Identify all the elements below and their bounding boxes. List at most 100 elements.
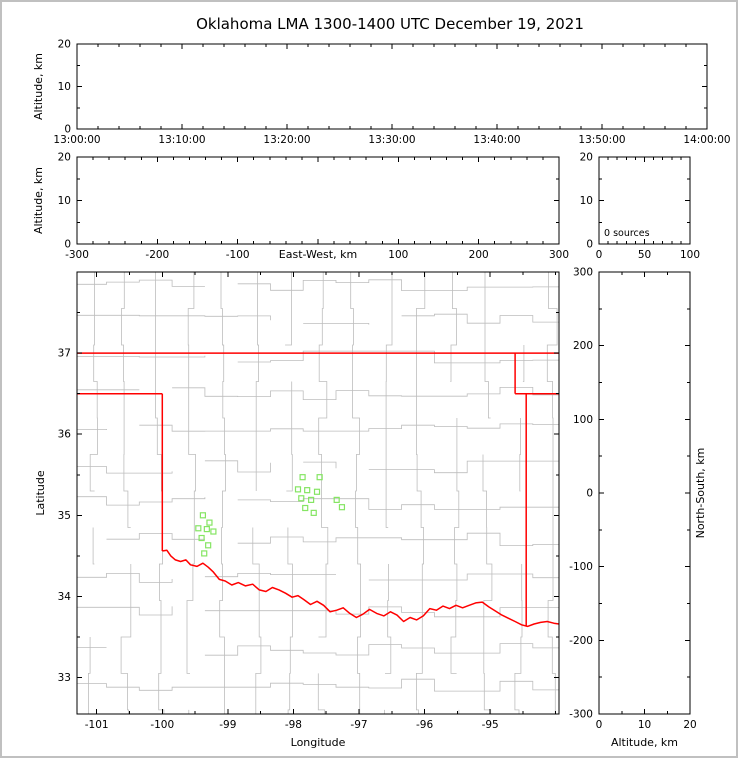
x-tick-label: 0 [596, 249, 603, 261]
county-line [450, 418, 460, 674]
y-tick-label: 0 [586, 488, 593, 500]
county-line [385, 564, 392, 674]
y-tick-label: 200 [573, 340, 593, 352]
y-axis-title: North-South, km [694, 448, 707, 539]
axis-labels: 0 50 100 0 10 20 0 sources [580, 152, 700, 262]
county-line [204, 606, 559, 618]
x-tick-label: -200 [145, 249, 169, 261]
x-tick-label: -97 [350, 719, 367, 731]
county-line [204, 573, 336, 578]
county-line [350, 272, 362, 714]
panel-bg [599, 157, 690, 244]
station-marker [195, 525, 202, 532]
panel-border [598, 156, 691, 245]
panel-ns_height: 0 10 20 -300 -200 -100 0 100 200 300 Altitude, km N… [569, 267, 707, 750]
x-tick-label: 13:30:00 [368, 134, 415, 146]
panel-bg [77, 272, 559, 714]
county-line [120, 564, 132, 714]
x-tick-label: 13:50:00 [578, 134, 625, 146]
x-tick-label: 20 [683, 719, 696, 731]
axis-labels: 13:00:00 13:10:00 13:20:00 13:30:00 13:40:00… [32, 39, 731, 147]
station-marker [203, 525, 210, 533]
county-line [303, 322, 370, 325]
county-line [219, 272, 229, 714]
station-marker [304, 487, 311, 494]
county-line [287, 527, 293, 714]
panel-bg [77, 44, 707, 129]
county-line [368, 460, 559, 474]
county-line [286, 381, 293, 492]
station-marker [310, 509, 317, 516]
y-tick-label: 20 [580, 152, 593, 164]
panel-bg [599, 272, 690, 714]
x-tick-label: -96 [416, 719, 433, 731]
county-line [77, 314, 271, 321]
county-line [237, 350, 559, 364]
county-line [368, 573, 559, 581]
y-tick-label: -200 [569, 635, 593, 647]
y-axis-title: Altitude, km [32, 53, 45, 120]
x-tick-label: 13:00:00 [53, 134, 100, 146]
x-tick-label: 13:10:00 [158, 134, 205, 146]
y-tick-label: 300 [573, 267, 593, 279]
x-tick-label: 200 [469, 249, 489, 261]
county-line [106, 533, 205, 540]
county-line [514, 564, 523, 714]
panel-border [76, 156, 560, 245]
station-marker [205, 542, 212, 549]
y-tick-label: 20 [58, 152, 71, 164]
x-tick-label: 13:40:00 [473, 134, 520, 146]
county-line [237, 279, 559, 292]
x-tick-label: 300 [549, 249, 569, 261]
county-line [484, 272, 491, 419]
station-marker [294, 486, 302, 493]
x-tick-label: 13:20:00 [263, 134, 310, 146]
x-tick-label: -99 [219, 719, 236, 731]
station-marker [338, 504, 346, 511]
county-line [318, 272, 329, 638]
y-tick-label: 0 [64, 124, 71, 136]
county-line [255, 272, 260, 491]
county-line [77, 466, 173, 474]
y-tick-label: -100 [569, 561, 593, 573]
y-tick-label: 34 [58, 591, 72, 603]
lma-station-markers [195, 474, 346, 557]
y-axis-title: Altitude, km [32, 167, 45, 234]
station-marker [298, 495, 305, 502]
county-line [449, 709, 460, 714]
plot-panels: 13:00:00 13:10:00 13:20:00 13:30:00 13:40:00… [32, 39, 731, 750]
county-line [546, 272, 558, 714]
y-tick-label: -300 [569, 709, 593, 721]
sources-count-label: 0 sources [604, 228, 650, 239]
red-river-border [162, 549, 559, 628]
x-tick-label: -101 [85, 719, 109, 731]
y-tick-label: 0 [586, 239, 593, 251]
y-tick-label: 33 [58, 672, 71, 684]
x-tick-label: 14:00:00 [683, 134, 730, 146]
y-tick-label: 0 [64, 239, 71, 251]
x-tick-label: -100 [226, 249, 250, 261]
axis-labels: 0 10 20 -300 -200 -100 0 100 200 300 Altitude, km N… [569, 267, 707, 750]
county-line [186, 272, 197, 674]
county-line [88, 637, 91, 714]
county-line [450, 272, 457, 382]
station-marker [313, 488, 321, 495]
county-line [89, 272, 98, 492]
station-marker [316, 474, 323, 481]
county-line [77, 606, 173, 616]
y-tick-label: 37 [58, 348, 71, 360]
x-axis-title: East-West, km [279, 248, 357, 261]
station-marker [308, 496, 315, 503]
county-line [385, 272, 393, 528]
county-line [237, 532, 559, 546]
county-line [519, 418, 521, 492]
x-tick-label: 50 [638, 249, 651, 261]
county-line [77, 279, 205, 287]
panel-plan_view: -101 -100 -99 -98 -97 -96 -95 33 34 35 36 37 Longitu… [34, 271, 560, 749]
county-line [188, 709, 197, 714]
y-tick-label: 35 [58, 510, 71, 522]
x-tick-label: 10 [638, 719, 651, 731]
figure-title: Oklahoma LMA 1300-1400 UTC December 19, … [196, 15, 584, 33]
county-line [77, 355, 206, 358]
